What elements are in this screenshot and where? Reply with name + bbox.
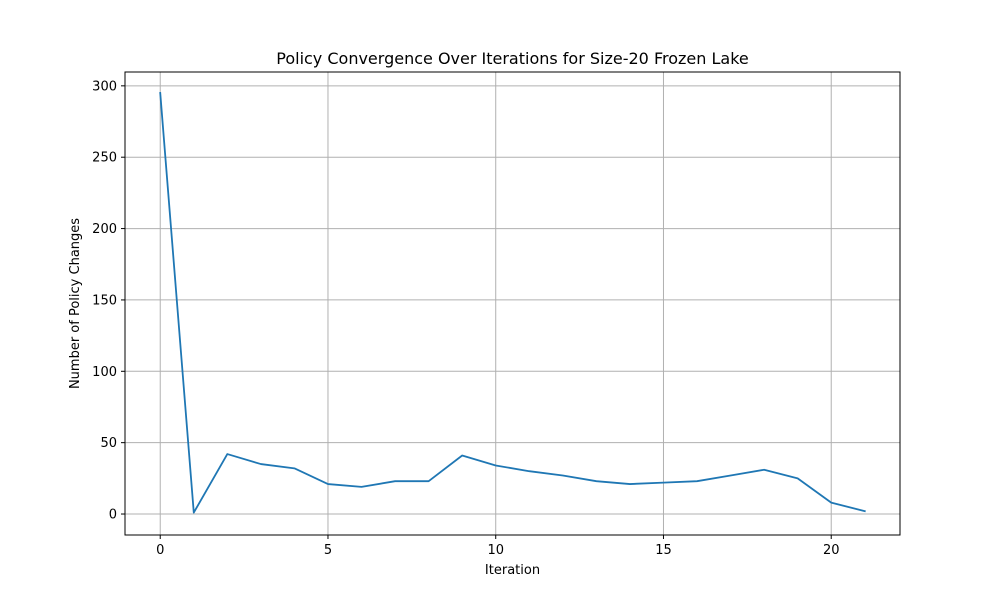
x-tick-label: 10 (487, 543, 504, 558)
chart-title: Policy Convergence Over Iterations for S… (276, 49, 748, 68)
y-tick-label: 0 (109, 508, 117, 523)
y-tick-label: 200 (92, 222, 117, 237)
grid-lines (125, 72, 900, 535)
x-axis-label: Iteration (485, 563, 540, 578)
y-tick-label: 150 (92, 293, 117, 308)
y-axis-label: Number of Policy Changes (68, 218, 83, 389)
x-axis-ticks: 0 5 10 15 20 (156, 535, 839, 558)
series-line (159, 92, 866, 514)
series-layer (159, 92, 866, 514)
x-tick-label: 0 (156, 543, 164, 558)
plot-area-frame (124, 71, 901, 536)
x-tick-label: 5 (324, 543, 332, 558)
y-axis-ticks: 0 50 100 150 200 250 300 (92, 79, 125, 523)
x-tick-label: 20 (823, 543, 840, 558)
y-tick-label: 100 (92, 365, 117, 380)
y-tick-label: 250 (92, 151, 117, 166)
x-tick-label: 15 (655, 543, 672, 558)
y-tick-label: 300 (92, 79, 117, 94)
y-tick-label: 50 (100, 436, 117, 451)
